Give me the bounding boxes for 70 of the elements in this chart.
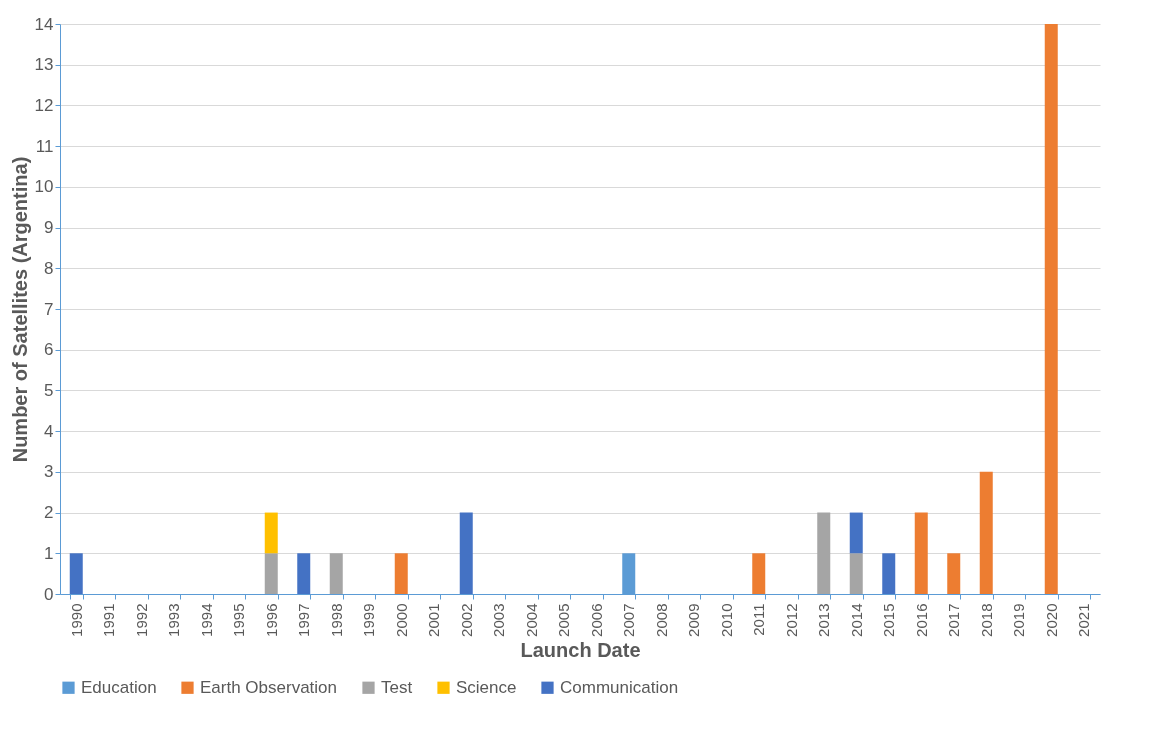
x-tick-label: 2006 [587, 603, 605, 637]
x-tick-label: 1992 [132, 603, 150, 637]
y-tick-label: 7 [44, 299, 54, 319]
y-tick-label: 14 [34, 14, 54, 34]
bar [947, 553, 961, 594]
legend-label: Earth Observation [200, 677, 338, 697]
x-tick-label: 2015 [880, 603, 898, 637]
x-tick-label: 2005 [555, 603, 573, 637]
x-tick-label: 2007 [620, 603, 638, 637]
x-tick-label: 2013 [815, 603, 833, 637]
y-tick-label: 6 [44, 340, 54, 360]
x-tick-label: 1996 [262, 603, 280, 637]
x-tick-label: 2019 [1010, 603, 1028, 637]
x-tick-label: 1990 [67, 603, 85, 637]
x-tick-label: 1997 [295, 603, 313, 637]
x-tick-label: 2008 [652, 603, 670, 637]
bar [849, 512, 863, 554]
x-tick-label: 2003 [490, 603, 508, 637]
bar [297, 553, 311, 594]
x-tick-label: 1999 [360, 603, 378, 637]
x-tick-label: 2011 [750, 603, 768, 636]
x-tick-label: 1994 [197, 603, 215, 637]
y-tick-label: 10 [34, 177, 54, 197]
legend-label: Test [381, 677, 413, 697]
y-tick-label: 8 [44, 258, 54, 278]
x-tick-label: 1998 [327, 603, 345, 637]
y-tick-label: 3 [44, 462, 54, 482]
y-tick-label: 9 [44, 218, 54, 238]
x-tick-label: 2009 [685, 603, 703, 637]
x-tick-label: 2021 [1075, 603, 1093, 637]
x-tick-label: 2020 [1042, 603, 1060, 637]
bar [1044, 24, 1058, 594]
bar [459, 512, 473, 594]
x-tick-label: 2002 [457, 603, 475, 637]
bar [69, 553, 83, 594]
bar [329, 553, 343, 594]
x-tick-label: 2004 [522, 603, 540, 637]
bar [979, 471, 993, 594]
x-tick-label: 2001 [425, 603, 443, 637]
y-axis-title: Number of Satellites (Argentina) [8, 156, 31, 463]
legend-label: Science [456, 677, 517, 697]
y-tick-label: 1 [44, 543, 54, 563]
y-tick-label: 12 [34, 95, 54, 115]
bar [882, 553, 896, 594]
bar [849, 553, 863, 594]
x-tick-label: 2016 [912, 603, 930, 637]
y-tick-label: 13 [34, 55, 54, 75]
x-tick-label: 2000 [392, 603, 410, 637]
x-tick-label: 1993 [165, 603, 183, 637]
bar [914, 512, 928, 594]
x-tick-label: 2014 [847, 603, 865, 637]
y-tick-label: 11 [35, 136, 54, 156]
legend-label: Communication [560, 677, 679, 697]
y-tick-label: 4 [44, 421, 54, 441]
bar [817, 512, 831, 594]
x-tick-label: 1991 [100, 603, 118, 637]
x-tick-label: 2017 [945, 603, 963, 637]
bar [752, 553, 766, 594]
y-tick-label: 0 [44, 584, 54, 604]
legend-label: Education [81, 677, 157, 697]
y-tick-label: 2 [44, 503, 54, 523]
x-tick-label: 2018 [977, 603, 995, 637]
x-tick-label: 1995 [230, 603, 248, 637]
bar [264, 553, 278, 594]
x-tick-label: 2012 [782, 603, 800, 637]
bar [264, 512, 278, 554]
y-tick-label: 5 [44, 380, 54, 400]
bar [394, 553, 408, 594]
x-axis-title: Launch Date [520, 638, 641, 661]
x-tick-label: 2010 [717, 603, 735, 637]
